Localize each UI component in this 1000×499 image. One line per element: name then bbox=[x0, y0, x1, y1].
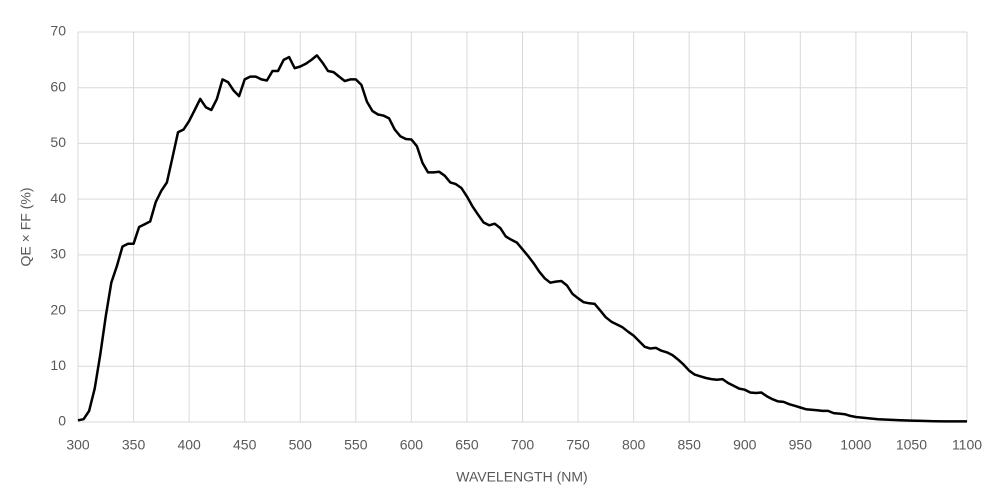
x-tick-label: 550 bbox=[344, 437, 368, 453]
x-axis-label: WAVELENGTH (NM) bbox=[456, 469, 587, 485]
x-tick-label: 300 bbox=[66, 437, 90, 453]
x-tick-label: 650 bbox=[455, 437, 479, 453]
x-tick-label: 1000 bbox=[840, 437, 871, 453]
x-tick-label: 700 bbox=[511, 437, 535, 453]
y-tick-label: 0 bbox=[58, 413, 66, 429]
x-tick-label: 600 bbox=[400, 437, 424, 453]
y-tick-label: 30 bbox=[50, 246, 66, 262]
y-tick-label: 60 bbox=[50, 78, 66, 94]
x-tick-label: 800 bbox=[622, 437, 646, 453]
y-axis-label: QE × FF (%) bbox=[18, 188, 34, 267]
y-tick-label: 40 bbox=[50, 190, 66, 206]
x-tick-label: 1100 bbox=[952, 437, 982, 453]
x-tick-label: 350 bbox=[122, 437, 146, 453]
x-tick-label: 500 bbox=[289, 437, 313, 453]
x-tick-label: 400 bbox=[177, 437, 201, 453]
y-tick-label: 20 bbox=[50, 301, 66, 317]
x-tick-label: 450 bbox=[233, 437, 257, 453]
y-tick-label: 70 bbox=[50, 23, 66, 39]
x-tick-label: 1050 bbox=[896, 437, 927, 453]
x-tick-label: 950 bbox=[789, 437, 813, 453]
data-line bbox=[77, 54, 967, 423]
y-tick-label: 50 bbox=[50, 134, 66, 150]
y-tick-label: 10 bbox=[50, 357, 66, 373]
x-tick-label: 750 bbox=[566, 437, 590, 453]
x-tick-label: 900 bbox=[733, 437, 757, 453]
x-tick-label: 850 bbox=[678, 437, 702, 453]
